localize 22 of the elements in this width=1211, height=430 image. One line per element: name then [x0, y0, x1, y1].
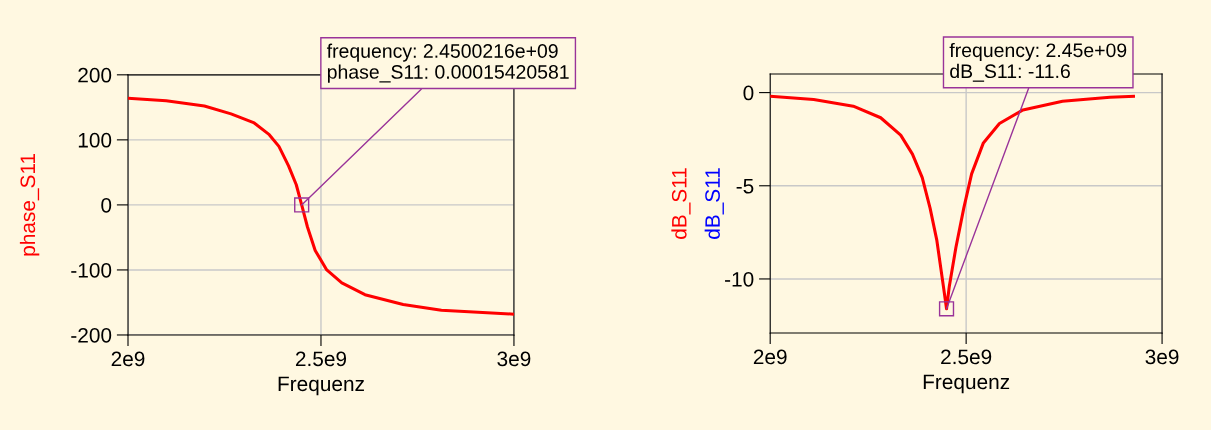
y-tick-label: 0 — [101, 197, 112, 213]
x-tick-label: 2e9 — [753, 349, 787, 365]
x-tick-label: 2e9 — [111, 351, 145, 367]
annotation: frequency: 2.45e+09 dB_S11: -11.6 — [949, 42, 1127, 82]
text: phase_S11 — [19, 153, 40, 256]
x-axis-title: Frequenz — [923, 374, 1010, 394]
y-tick-label: 100 — [78, 132, 112, 148]
x-tick-label: 3e9 — [1145, 349, 1179, 365]
x-axis-title: Frequenz — [278, 376, 364, 396]
x-tick-label: 2.5e9 — [941, 349, 992, 365]
annotation: frequency: 2.4500216e+09 phase_S11: 0.00015420581 — [326, 43, 569, 83]
y-tick-label: -100 — [71, 262, 112, 278]
y-tick-label: -10 — [725, 271, 754, 287]
y-tick-label: 0 — [743, 85, 754, 101]
legend-label: dB_S11 — [704, 168, 724, 239]
y-tick-label: -5 — [736, 178, 754, 194]
text: dB_S11 — [671, 168, 691, 239]
x-tick-label: 3e9 — [497, 351, 531, 367]
y-tick-label: 200 — [78, 67, 112, 83]
y-tick-label: -200 — [71, 327, 112, 343]
x-tick-label: 2.5e9 — [295, 351, 347, 367]
line-series — [128, 96, 514, 316]
